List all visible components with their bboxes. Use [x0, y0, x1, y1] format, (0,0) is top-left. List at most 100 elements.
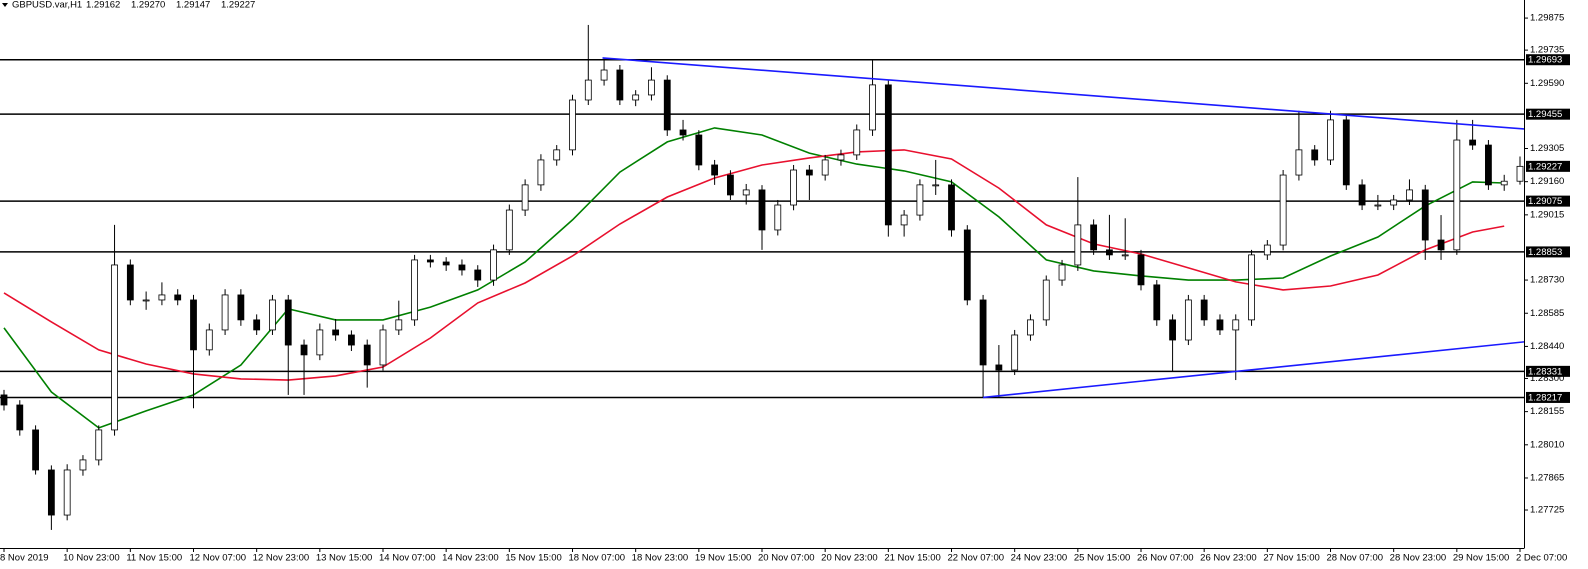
- trend-line: [602, 57, 1524, 130]
- candle-body: [1485, 144, 1492, 186]
- x-tick-label: 28 Nov 07:00: [1327, 553, 1384, 564]
- candle-body: [869, 84, 876, 131]
- candle-body: [1058, 264, 1066, 281]
- candle-body: [174, 294, 182, 301]
- candle-body: [1295, 149, 1303, 176]
- candle-body: [79, 459, 87, 471]
- candle-body: [758, 189, 766, 231]
- x-tick-label: 12 Nov 23:00: [253, 553, 310, 564]
- x-tick-label: 27 Nov 15:00: [1263, 553, 1320, 564]
- y-tick-label: 1.28155: [1530, 406, 1564, 417]
- candle-body: [1042, 279, 1050, 321]
- plot-area: [0, 24, 1524, 530]
- moving-average: [3, 127, 1505, 429]
- candle-body: [663, 79, 671, 131]
- candle-body: [1200, 299, 1208, 321]
- candle-body: [1169, 319, 1176, 341]
- x-tick-label: 29 Nov 15:00: [1453, 553, 1510, 564]
- x-tick-label: 24 Nov 23:00: [1011, 553, 1068, 564]
- candle-body: [521, 184, 529, 211]
- candle-body: [1327, 119, 1334, 161]
- candle-body: [553, 149, 561, 161]
- candle-body: [1500, 180, 1508, 186]
- candle-body: [95, 429, 103, 461]
- candle-body: [1421, 189, 1429, 241]
- x-tick-label: 18 Nov 23:00: [632, 553, 689, 564]
- candle-body: [221, 294, 229, 331]
- current-price-box: [1526, 160, 1570, 172]
- candle-body: [442, 261, 450, 266]
- candle-body: [237, 294, 245, 321]
- candle-body: [742, 189, 750, 196]
- candle-body: [711, 164, 719, 176]
- y-tick-label: 1.28585: [1530, 308, 1564, 319]
- level-box: [1526, 246, 1570, 258]
- candle-body: [300, 344, 308, 356]
- candle-body: [569, 99, 576, 151]
- candle-body: [142, 299, 150, 302]
- candle-body: [1074, 224, 1082, 266]
- level-label: 1.29075: [1528, 196, 1562, 207]
- candle-body: [1263, 244, 1271, 256]
- candle-body: [948, 184, 955, 231]
- y-tick-label: 1.29305: [1530, 143, 1564, 154]
- candle-body: [269, 299, 276, 331]
- x-tick-label: 19 Nov 15:00: [695, 553, 752, 564]
- header-quote: 1.29227: [221, 0, 255, 11]
- header-quote: 1.29270: [131, 0, 165, 11]
- candle-body: [1216, 319, 1224, 331]
- candle-body: [332, 329, 340, 336]
- y-tick-label: 1.27865: [1530, 472, 1564, 483]
- header-quote: 1.29147: [176, 0, 210, 11]
- candle-body: [16, 404, 24, 431]
- candle-body: [458, 264, 466, 271]
- candle-body: [821, 159, 829, 176]
- x-tick-label: 20 Nov 07:00: [758, 553, 815, 564]
- y-tick-label: 1.29015: [1530, 209, 1564, 220]
- candle-body: [837, 154, 845, 161]
- candle-body: [1311, 149, 1319, 161]
- candle-body: [47, 469, 55, 516]
- candle-body: [1390, 199, 1398, 206]
- candle-body: [253, 319, 261, 331]
- symbol-title: GBPUSD.var,H1: [12, 0, 82, 11]
- candle-body: [679, 129, 687, 136]
- level-label: 1.29693: [1528, 55, 1562, 66]
- candle-body: [316, 329, 324, 356]
- candle-body: [411, 259, 418, 321]
- candle-body: [1106, 249, 1113, 256]
- y-tick-label: 1.29875: [1530, 13, 1564, 24]
- candle-body: [1011, 334, 1019, 371]
- candle-body: [1027, 319, 1034, 336]
- current-price-label: 1.29227: [1528, 161, 1562, 172]
- candle-body: [32, 429, 39, 471]
- candle-body: [537, 159, 545, 186]
- candle-body: [1374, 204, 1382, 207]
- candle-body: [474, 269, 482, 281]
- candle-body: [379, 329, 387, 366]
- candle-body: [790, 169, 797, 206]
- candle-body: [1153, 284, 1161, 321]
- candle-body: [1232, 319, 1240, 331]
- level-label: 1.28853: [1528, 247, 1562, 258]
- candle-body: [979, 299, 987, 366]
- candle-body: [600, 69, 608, 81]
- level-box: [1526, 54, 1570, 66]
- candle-body: [900, 214, 908, 226]
- y-tick-label: 1.29735: [1530, 45, 1564, 56]
- trend-line: [983, 341, 1524, 399]
- x-tick-label: 11 Nov 15:00: [126, 553, 182, 564]
- level-label: 1.28217: [1528, 392, 1562, 403]
- x-tick-label: 10 Nov 23:00: [63, 553, 120, 564]
- x-tick-label: 28 Nov 23:00: [1390, 553, 1447, 564]
- y-tick-label: 1.28440: [1530, 341, 1564, 352]
- x-tick-label: 14 Nov 07:00: [379, 553, 436, 564]
- candle-body: [363, 344, 371, 366]
- candle-body: [348, 334, 355, 346]
- y-tick-label: 1.27725: [1530, 505, 1564, 516]
- level-label: 1.28331: [1528, 366, 1562, 377]
- header-quote: 1.29162: [86, 0, 120, 11]
- menu-triangle[interactable]: [2, 3, 8, 7]
